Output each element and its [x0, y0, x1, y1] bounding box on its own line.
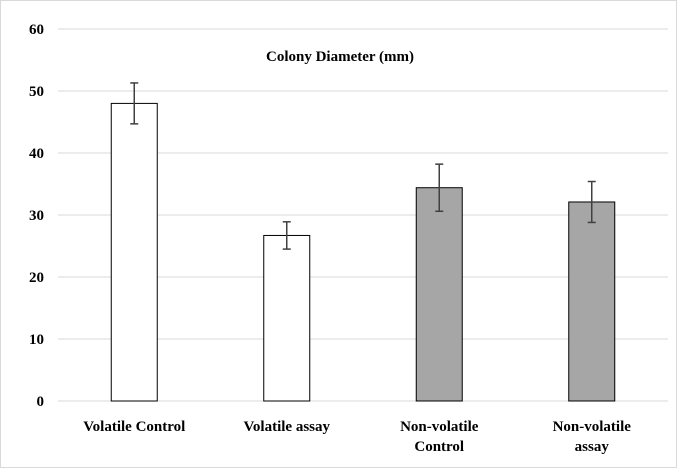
x-category-label: Volatile Control	[83, 419, 185, 435]
x-category-line: Control	[414, 439, 464, 455]
y-tick-label: 40	[29, 146, 44, 162]
bar	[263, 234, 311, 402]
bar	[110, 102, 158, 402]
error-bar	[435, 163, 444, 213]
x-category-label: Non-volatile assay	[553, 419, 632, 455]
x-category-line: Volatile Control	[83, 419, 185, 435]
error-bar	[282, 221, 291, 250]
y-tick-label: 20	[29, 270, 44, 286]
x-category-label: Volatile assay	[243, 419, 330, 435]
bar	[415, 187, 463, 402]
error-bars	[130, 82, 596, 250]
y-tick-label: 60	[29, 22, 44, 38]
bar	[568, 201, 616, 402]
gridlines	[58, 28, 668, 402]
y-tick-label: 0	[37, 394, 45, 410]
y-tick-label: 50	[29, 84, 44, 100]
y-axis-ticks: 0 10 20 30 40 50 60	[29, 22, 44, 410]
y-tick-label: 10	[29, 332, 44, 348]
bars	[110, 102, 616, 402]
x-axis-categories: Volatile Control Volatile assay Non-volati…	[83, 419, 631, 455]
x-category-line: Non-volatile	[553, 419, 632, 435]
y-tick-label: 30	[29, 208, 44, 224]
x-category-line: assay	[575, 439, 610, 455]
x-category-line: Volatile assay	[243, 419, 330, 435]
chart-title: Colony Diameter (mm)	[266, 49, 414, 65]
x-category-label: Non-volatile Control	[400, 419, 479, 455]
x-category-line: Non-volatile	[400, 419, 479, 435]
error-bar	[587, 180, 596, 224]
error-bar	[130, 82, 139, 125]
